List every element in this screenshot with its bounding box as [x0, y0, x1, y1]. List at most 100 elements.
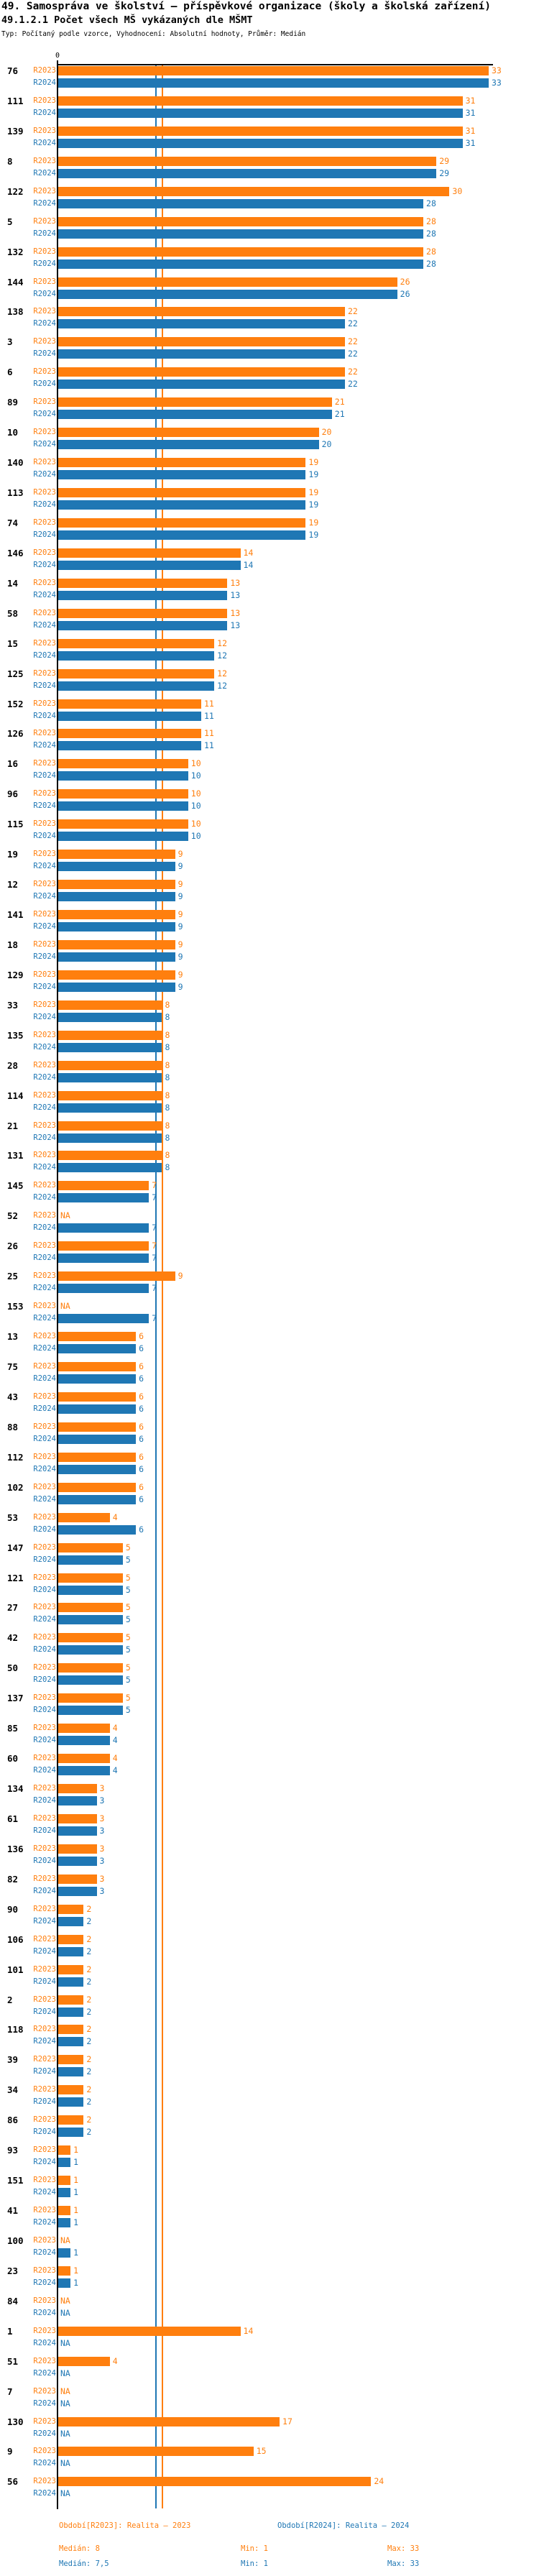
- chart-row: 136 R2023 3 R2024 3: [0, 1844, 539, 1869]
- category-label: 146: [7, 547, 24, 558]
- series-label-r2023: R2023: [33, 578, 56, 587]
- series-label-r2024: R2024: [33, 1042, 56, 1052]
- bar-r2023: [57, 1121, 162, 1131]
- chart-row: 53 R2023 4 R2024 6: [0, 1512, 539, 1537]
- series-label-r2024: R2024: [33, 2368, 56, 2378]
- category-label: 2: [7, 1994, 13, 2005]
- x-axis-zero-label: 0: [55, 52, 60, 60]
- category-label: 25: [7, 1271, 19, 1282]
- series-label-r2023: R2023: [33, 1784, 56, 1793]
- bar-value: 5: [125, 1542, 131, 1552]
- bar-r2023: [57, 1181, 149, 1191]
- series-label-r2024: R2024: [33, 1133, 56, 1142]
- bar-r2023: [57, 1964, 84, 1974]
- chart-row: 76 R2023 33 R2024 33: [0, 66, 539, 91]
- category-label: 56: [7, 2476, 19, 2488]
- bar-value: 4: [112, 1765, 118, 1776]
- category-label: 136: [7, 1843, 24, 1854]
- series-label-r2023: R2023: [33, 1813, 56, 1823]
- category-label: 115: [7, 819, 24, 830]
- bar-r2024: [57, 470, 306, 480]
- stat-max-r2023: Max: 33: [387, 2544, 420, 2553]
- chart-row: 115 R2023 10 R2024 10: [0, 819, 539, 844]
- series-label-r2023: R2023: [33, 2356, 56, 2365]
- bar-r2024: [57, 590, 228, 600]
- series-label-r2024: R2024: [33, 1524, 56, 1534]
- series-label-r2024: R2024: [33, 349, 56, 359]
- chart-row: 138 R2023 22 R2024 22: [0, 307, 539, 331]
- bar-value: 5: [125, 1705, 131, 1716]
- bar-r2023: [57, 1332, 137, 1342]
- series-label-r2023: R2023: [33, 2416, 56, 2426]
- bar-r2023: [57, 608, 228, 618]
- bar-value: 5: [125, 1614, 131, 1625]
- chart-row: 33 R2023 8 R2024 8: [0, 1000, 539, 1025]
- series-label-r2023: R2023: [33, 1904, 56, 1913]
- bar-r2024: [57, 1555, 123, 1565]
- category-label: 118: [7, 2024, 24, 2036]
- category-label: 1: [7, 2325, 13, 2337]
- bar-value: 5: [125, 1662, 131, 1673]
- bar-r2024: [57, 2188, 71, 2198]
- series-label-r2024: R2024: [33, 1374, 56, 1383]
- series-label-r2023: R2023: [33, 126, 56, 135]
- series-label-r2024: R2024: [33, 681, 56, 690]
- bar-r2024: [57, 1886, 97, 1896]
- bar-r2023: [57, 337, 345, 347]
- bar-value: 29: [439, 155, 450, 166]
- bar-value: 19: [308, 517, 319, 528]
- series-label-r2024: R2024: [33, 2308, 56, 2317]
- bar-r2023: [57, 1754, 110, 1764]
- series-label-r2023: R2023: [33, 1030, 56, 1039]
- na-label: NA: [60, 2398, 70, 2409]
- category-label: 3: [7, 336, 13, 348]
- series-label-r2023: R2023: [33, 216, 56, 226]
- bar-value: 2: [86, 2097, 92, 2107]
- bar-r2023: [57, 2416, 280, 2426]
- bar-value: 9: [178, 1271, 183, 1282]
- series-label-r2023: R2023: [33, 2115, 56, 2125]
- bar-value: 9: [178, 969, 183, 980]
- chart-row: 153 R2023 NA R2024 7: [0, 1302, 539, 1326]
- bar-value: 12: [217, 638, 228, 648]
- chart-row: 16 R2023 10 R2024 10: [0, 759, 539, 783]
- category-label: 126: [7, 728, 24, 740]
- bar-value: 8: [165, 1011, 170, 1022]
- bar-r2023: [57, 1452, 137, 1462]
- category-label: 131: [7, 1150, 24, 1162]
- bar-r2023: [57, 2206, 71, 2216]
- series-label-r2023: R2023: [33, 337, 56, 346]
- chart-row: 132 R2023 28 R2024 28: [0, 247, 539, 272]
- bar-r2023: [57, 458, 306, 468]
- series-label-r2024: R2024: [33, 1766, 56, 1775]
- bar-value: 6: [139, 1421, 144, 1432]
- category-label: 18: [7, 939, 19, 950]
- series-label-r2023: R2023: [33, 1724, 56, 1733]
- chart-row: 118 R2023 2 R2024 2: [0, 2025, 539, 2049]
- series-label-r2023: R2023: [33, 397, 56, 407]
- bar-r2024: [57, 138, 463, 148]
- bar-value: 12: [217, 680, 228, 691]
- chart-row: 58 R2023 13 R2024 13: [0, 608, 539, 633]
- bar-r2023: [57, 1663, 123, 1673]
- bar-value: 22: [347, 349, 358, 359]
- bar-r2023: [57, 2266, 71, 2276]
- bar-value: 1: [73, 2247, 79, 2258]
- chart-row: 61 R2023 3 R2024 3: [0, 1813, 539, 1839]
- series-label-r2024: R2024: [33, 862, 56, 871]
- chart-row: 84 R2023 NA R2024 NA: [0, 2296, 539, 2321]
- bar-r2024: [57, 1675, 123, 1685]
- bar-value: 11: [203, 728, 214, 739]
- bar-r2023: [57, 186, 450, 196]
- bar-r2024: [57, 380, 345, 390]
- bar-value: 8: [165, 1072, 170, 1082]
- bar-value: 2: [86, 2006, 92, 2017]
- chart-row: 151 R2023 1 R2024 1: [0, 2176, 539, 2200]
- bar-r2023: [57, 1422, 137, 1432]
- series-label-r2023: R2023: [33, 548, 56, 557]
- category-label: 151: [7, 2175, 24, 2186]
- bar-r2023: [57, 1241, 149, 1251]
- bar-value: 22: [347, 306, 358, 317]
- series-label-r2024: R2024: [33, 1193, 56, 1202]
- bar-value: 33: [491, 65, 502, 75]
